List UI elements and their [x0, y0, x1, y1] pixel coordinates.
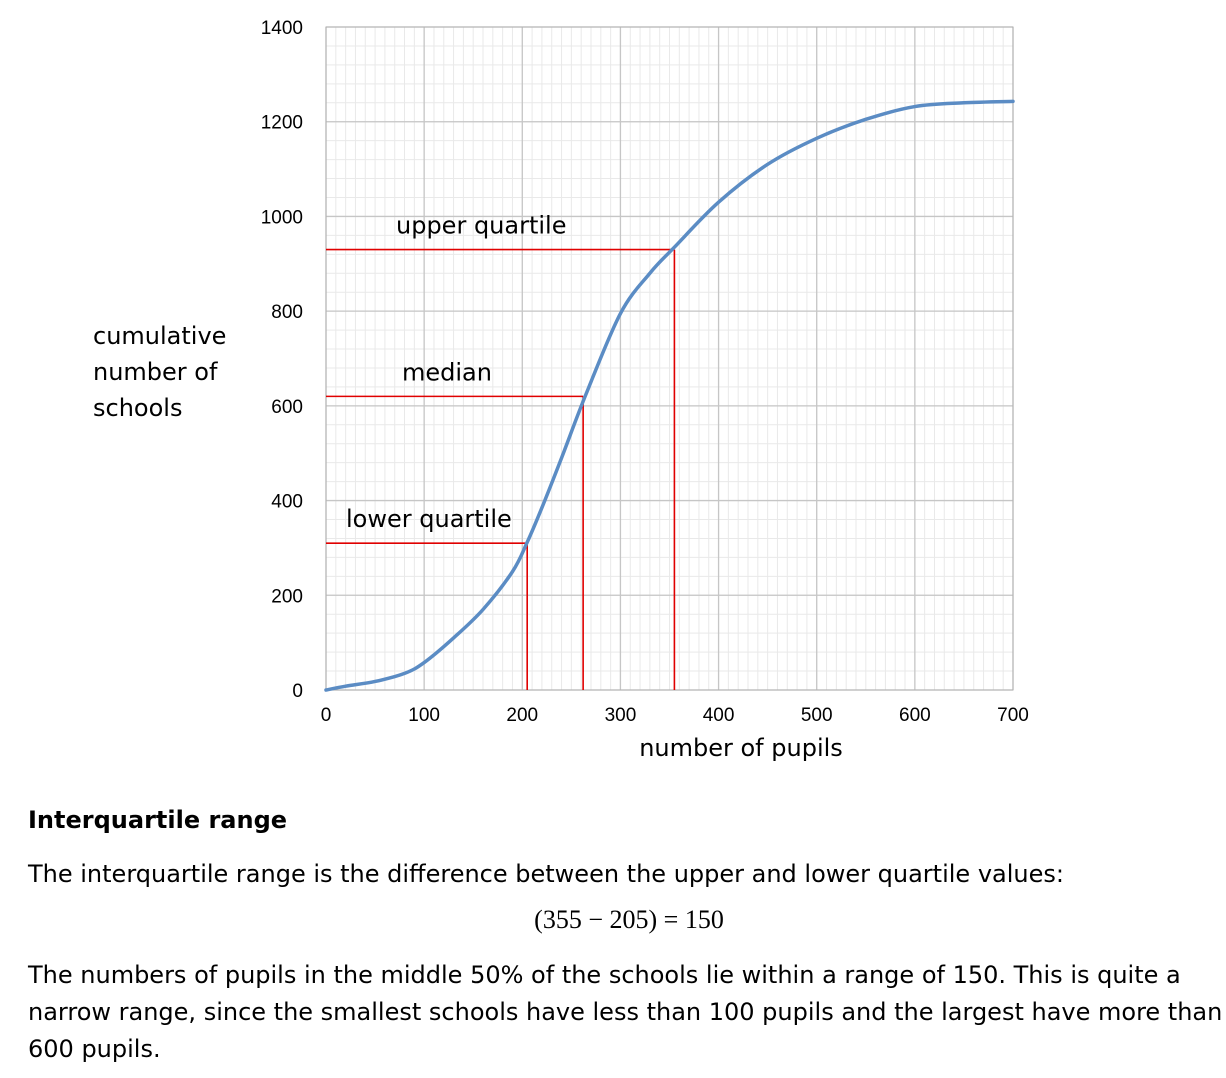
axis-tick-labels: 0 100 200 300 400 500 600 700 0 200 400 600 800 1000 1… — [261, 18, 1029, 726]
cumulative-curve — [324, 99, 1015, 692]
x-tick-label: 700 — [997, 705, 1029, 726]
x-tick-label: 500 — [801, 705, 833, 726]
x-tick-label: 400 — [703, 705, 735, 726]
reference-line-label: upper quartile — [396, 212, 566, 240]
y-tick-label: 400 — [271, 492, 303, 513]
conclusion-line-1: The numbers of pupils in the middle 50% … — [28, 961, 1181, 989]
intro-paragraph: The interquartile range is the differenc… — [28, 860, 1064, 888]
x-tick-label: 600 — [899, 705, 931, 726]
x-tick-label: 0 — [321, 705, 332, 726]
y-axis-label-line-3: schools — [93, 394, 183, 422]
reference-line-label: lower quartile — [346, 505, 512, 533]
y-axis-label-line-2: number of — [93, 358, 218, 386]
conclusion-line-2: narrow range, since the smallest schools… — [28, 998, 1223, 1026]
cumulative-frequency-line — [324, 99, 1015, 692]
y-tick-label: 0 — [292, 681, 303, 702]
x-tick-label: 300 — [605, 705, 637, 726]
y-tick-label: 600 — [271, 397, 303, 418]
x-axis-label: number of pupils — [639, 734, 843, 762]
conclusion-line-3: 600 pupils. — [28, 1035, 161, 1063]
quartile-reference-lines: lower quartile median upper quartile — [326, 212, 676, 690]
reference-line-label: median — [402, 358, 492, 386]
y-tick-label: 200 — [271, 586, 303, 607]
x-tick-label: 100 — [408, 705, 440, 726]
y-tick-label: 1400 — [261, 18, 303, 39]
y-tick-label: 1000 — [261, 207, 303, 228]
y-axis-label-line-1: cumulative — [93, 322, 227, 350]
section-heading: Interquartile range — [28, 806, 288, 834]
plot-border — [325, 26, 1014, 691]
chart-gridlines — [325, 26, 1014, 691]
y-tick-label: 800 — [271, 302, 303, 323]
x-tick-label: 200 — [506, 705, 538, 726]
cumulative-frequency-chart: lower quartile median upper quartile 0 100 2… — [261, 18, 1029, 762]
iqr-formula: (355 − 205) = 150 — [534, 905, 724, 934]
y-tick-label: 1200 — [261, 113, 303, 134]
